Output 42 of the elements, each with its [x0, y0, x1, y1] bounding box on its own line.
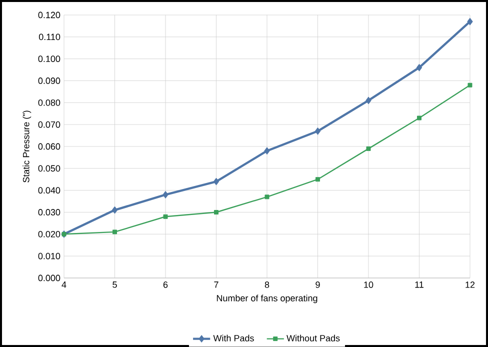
x-tick-label: 7 — [214, 282, 218, 288]
point — [366, 146, 371, 151]
point — [468, 82, 472, 88]
point — [315, 177, 320, 182]
x-tick-label: 9 — [316, 282, 320, 288]
x-tick-label: 11 — [415, 282, 424, 288]
point — [264, 147, 270, 155]
y-tick-label: 0.080 — [38, 99, 60, 106]
y-tick-label: 0.020 — [38, 230, 60, 238]
point — [416, 116, 422, 120]
y-tick-label: 0.000 — [38, 274, 60, 282]
point — [214, 210, 218, 214]
y-tick-label: 0.010 — [38, 252, 60, 260]
x-tick-label: 8 — [264, 282, 270, 288]
point — [213, 178, 220, 186]
y-tick-label: 0.030 — [38, 209, 60, 216]
y-tick-label: 0.070 — [38, 121, 60, 128]
legend-label: With Pads — [213, 334, 254, 342]
y-tick-label: 0.090 — [38, 78, 60, 84]
point — [112, 206, 118, 214]
y-tick-label: 0.110 — [38, 34, 60, 40]
point — [264, 194, 270, 200]
point — [163, 214, 168, 219]
point — [162, 190, 168, 198]
legend-label: Without Pads — [286, 334, 340, 342]
point — [366, 96, 372, 104]
x-tick-label: 10 — [364, 282, 374, 288]
point — [314, 127, 321, 135]
y-tick-label: 0.100 — [38, 56, 60, 62]
point — [416, 64, 422, 72]
x-tick-label: 5 — [112, 282, 117, 288]
x-tick-label: 6 — [163, 282, 168, 288]
x-axis-title: Number of fans operating — [216, 294, 318, 304]
x-tick-label: 12 — [466, 282, 475, 288]
y-tick-label: 0.120 — [38, 12, 60, 18]
y-axis-title: Static Pressure (") — [22, 110, 32, 182]
x-tick-label: 4 — [62, 282, 66, 288]
point — [112, 230, 117, 234]
y-tick-label: 0.040 — [38, 187, 60, 194]
y-tick-label: 0.060 — [38, 143, 60, 150]
point — [467, 18, 473, 26]
y-tick-label: 0.050 — [38, 165, 60, 172]
